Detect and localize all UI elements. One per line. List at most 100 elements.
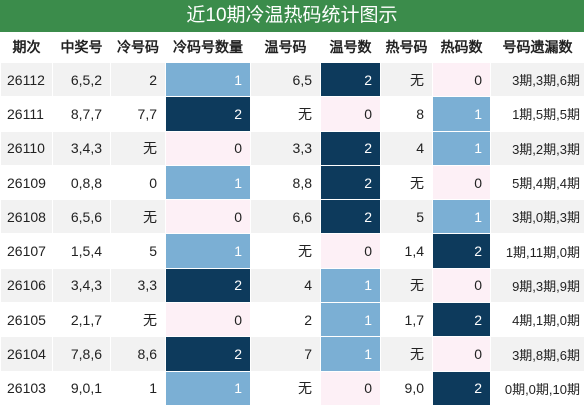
header-cell: 热号码 <box>385 39 428 55</box>
cell: 5 <box>110 233 166 269</box>
header-cell: 冷码号数量 <box>173 39 243 55</box>
table-row: 26106 3,4,3 3,3 2 4 1 无 0 9期,3期,9期 <box>0 267 584 304</box>
count-cell: 2 <box>320 164 381 201</box>
table-body: 26112 6,5,2 2 1 6,5 2 无 0 3期,3期,6期 26111 8,7,7 7,7 2… <box>0 61 584 405</box>
cell: 6,5,6 <box>52 199 111 235</box>
cell: 8 <box>380 96 433 132</box>
count-cell: 1 <box>320 336 381 372</box>
count-cell: 2 <box>432 302 491 338</box>
table-row: 26105 2,1,7 无 0 2 1 1,7 2 4期,1期,0期 <box>0 302 584 338</box>
table-row: 26103 9,0,1 1 1 无 0 9,0 2 0期,0期,10期 <box>0 370 584 405</box>
table-row: 26112 6,5,2 2 1 6,5 2 无 0 3期,3期,6期 <box>0 61 584 98</box>
count-cell: 1 <box>432 199 491 235</box>
cell: 7,8,6 <box>52 336 111 372</box>
header-cell: 中奖号 <box>60 39 103 55</box>
cell: 9,0 <box>380 370 433 405</box>
header-row: 期次 中奖号 冷号码 冷码号数量 温号码 温号数 热号码 热码数 号码遗漏数 <box>1 32 584 63</box>
cell: 2 <box>250 302 321 338</box>
count-cell: 1 <box>165 233 251 269</box>
count-cell: 2 <box>320 199 381 235</box>
cell: 1期,11期,0期 <box>490 233 584 269</box>
count-cell: 2 <box>165 336 251 372</box>
cell: 4 <box>380 130 433 166</box>
cell: 无 <box>250 233 321 269</box>
cell: 无 <box>380 61 433 98</box>
table-row: 26110 3,4,3 无 0 3,3 2 4 1 3期,2期,3期 <box>0 130 584 166</box>
cell: 26112 <box>0 61 53 98</box>
table-row: 26104 7,8,6 8,6 2 7 1 无 0 3期,8期,6期 <box>0 336 584 372</box>
cell: 8,7,7 <box>52 96 111 132</box>
cell: 0,8,8 <box>52 164 111 201</box>
cell: 5 <box>380 199 433 235</box>
count-cell: 0 <box>432 61 491 98</box>
count-cell: 0 <box>432 267 491 304</box>
cell: 无 <box>110 130 166 166</box>
cell: 26104 <box>0 336 53 372</box>
count-cell: 2 <box>320 130 381 166</box>
cell: 3期,8期,6期 <box>490 336 584 372</box>
header-cell: 期次 <box>12 39 41 55</box>
count-cell: 1 <box>432 96 491 132</box>
cell: 9期,3期,9期 <box>490 267 584 304</box>
cell: 26103 <box>0 370 53 405</box>
table-row: 26111 8,7,7 7,7 2 无 0 8 1 1期,5期,5期 <box>0 96 584 132</box>
cell: 3,3 <box>110 267 166 304</box>
cell: 1,7 <box>380 302 433 338</box>
cell: 3,3 <box>250 130 321 166</box>
count-cell: 0 <box>320 96 381 132</box>
cell: 1 <box>110 370 166 405</box>
cell: 0 <box>110 164 166 201</box>
cell: 无 <box>380 267 433 304</box>
cell: 6,5,2 <box>52 61 111 98</box>
cell: 3,4,3 <box>52 130 111 166</box>
count-cell: 1 <box>165 61 251 98</box>
count-cell: 2 <box>165 267 251 304</box>
cell: 1,5,4 <box>52 233 111 269</box>
cell: 26106 <box>0 267 53 304</box>
table-row: 26108 6,5,6 无 0 6,6 2 5 1 3期,0期,3期 <box>0 199 584 235</box>
count-cell: 0 <box>165 199 251 235</box>
count-cell: 2 <box>320 61 381 98</box>
cell: 3期,3期,6期 <box>490 61 584 98</box>
header-cell: 温号码 <box>264 39 307 55</box>
cell: 无 <box>110 302 166 338</box>
cell: 8,6 <box>110 336 166 372</box>
cell: 0期,0期,10期 <box>490 370 584 405</box>
cell: 无 <box>250 370 321 405</box>
cell: 3期,0期,3期 <box>490 199 584 235</box>
cell: 6,5 <box>250 61 321 98</box>
cell: 26111 <box>0 96 53 132</box>
stats-table: 期次 中奖号 冷号码 冷码号数量 温号码 温号数 热号码 热码数 号码遗漏数 26112 6,5,… <box>0 32 584 405</box>
cell: 1,4 <box>380 233 433 269</box>
header-cell: 热码数 <box>440 39 483 55</box>
count-cell: 1 <box>320 267 381 304</box>
cell: 26108 <box>0 199 53 235</box>
count-cell: 1 <box>320 302 381 338</box>
header-cell: 号码遗漏数 <box>502 39 573 55</box>
cell: 无 <box>250 96 321 132</box>
count-cell: 1 <box>165 164 251 201</box>
count-cell: 1 <box>165 370 251 405</box>
header-cell: 温号数 <box>329 39 372 55</box>
cell: 26105 <box>0 302 53 338</box>
cell: 26109 <box>0 164 53 201</box>
cell: 5期,4期,4期 <box>490 164 584 201</box>
count-cell: 0 <box>432 336 491 372</box>
count-cell: 0 <box>165 130 251 166</box>
count-cell: 2 <box>432 233 491 269</box>
cell: 9,0,1 <box>52 370 111 405</box>
cell: 8,8 <box>250 164 321 201</box>
title: 近10期冷温热码统计图示 <box>0 0 584 32</box>
cell: 2,1,7 <box>52 302 111 338</box>
header-cell: 冷号码 <box>117 39 159 55</box>
cell: 4期,1期,0期 <box>490 302 584 338</box>
cell: 无 <box>110 199 166 235</box>
cell: 26110 <box>0 130 53 166</box>
cell: 6,6 <box>250 199 321 235</box>
cell: 7,7 <box>110 96 166 132</box>
cell: 3,4,3 <box>52 267 111 304</box>
cell: 26107 <box>0 233 53 269</box>
count-cell: 0 <box>320 370 381 405</box>
cell: 1期,5期,5期 <box>490 96 584 132</box>
